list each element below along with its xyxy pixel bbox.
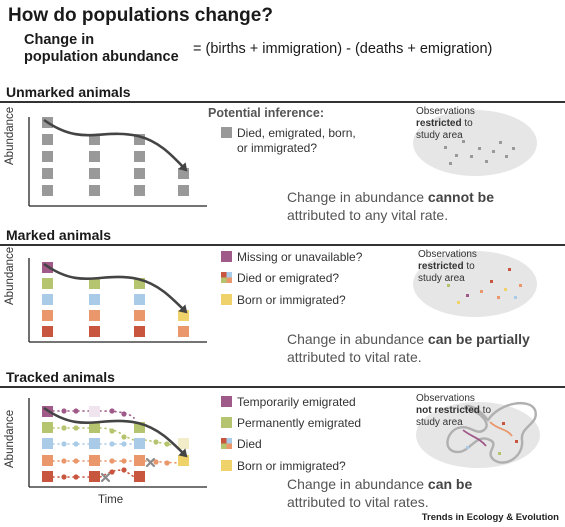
unmarked-obs-label: Observations restricted to study area: [416, 106, 475, 142]
marked-squares: [42, 262, 189, 337]
tracked-obs-line2: not restricted to: [416, 405, 491, 417]
marked-obs-bold: restricted: [418, 261, 464, 272]
marked-obs-line3: study area: [418, 273, 465, 284]
tracked-legend-label-born: Born or immigrated?: [237, 459, 346, 473]
unmarked-obs-line1: Observations: [416, 106, 475, 117]
tracked-change-pre: Change in abundance: [287, 476, 428, 492]
equation-right: = (births + immigration) - (deaths + emi…: [193, 41, 493, 57]
tracked-chart: [28, 398, 207, 488]
tracked-x-label: Time: [98, 494, 124, 506]
tracked-legend-label-temporary: Temporarily emigrated: [237, 395, 356, 409]
tracked-legend-label-died: Died: [237, 437, 262, 451]
unmarked-obs-line3: study area: [416, 130, 463, 141]
marked-legend-label-died: Died or emigrated?: [237, 271, 340, 285]
unmarked-legend-label: Died, emigrated, born, or immigrated?: [237, 126, 356, 155]
unmarked-change-line1: Change in abundance cannot be: [287, 188, 494, 206]
unmarked-study-area: [413, 110, 537, 176]
tracked-legend-swatch-permanent: [221, 417, 232, 428]
unmarked-squares: [42, 117, 189, 196]
marked-legend-swatch-died: [221, 272, 232, 283]
tracked-change-text: Change in abundance can be attributed to…: [287, 475, 472, 511]
tracked-legend-swatch-born: [221, 460, 232, 471]
tracked-obs-line1: Observations: [416, 393, 475, 404]
unmarked-ellipse: [413, 110, 537, 176]
equation-left-line1: Change in: [24, 32, 95, 48]
marked-change-pre: Change in abundance: [287, 331, 428, 347]
section-divider-marked: [0, 244, 565, 246]
section-title-marked: Marked animals: [6, 227, 112, 243]
unmarked-change-text: Change in abundance cannot be attributed…: [287, 188, 494, 224]
unmarked-change-pre: Change in abundance: [287, 189, 428, 205]
marked-legend-swatch-missing: [221, 251, 232, 262]
marked-legend-label-born: Born or immigrated?: [237, 293, 346, 307]
tracked-y-label: Abundance: [4, 409, 16, 468]
marked-obs-line1: Observations: [418, 249, 477, 260]
marked-legend-swatch-born: [221, 294, 232, 305]
marked-legend-label-missing: Missing or unavailable?: [237, 250, 363, 264]
tracked-obs-mid: to: [479, 405, 492, 416]
marked-ellipse: [413, 251, 537, 317]
unmarked-y-label: Abundance: [4, 106, 16, 165]
marked-change-bold: can be partially: [427, 331, 530, 347]
marked-obs-mid: to: [463, 261, 475, 272]
tracked-legend-label-permanent: Permanently emigrated: [237, 416, 362, 430]
unmarked-trend-arrow: [43, 118, 188, 172]
tracked-movement-path: [446, 402, 537, 464]
tracked-obs-label: Observations not restricted to study are…: [416, 393, 491, 429]
tracked-legend-swatch-temporary: [221, 396, 232, 407]
section-divider-unmarked: [0, 101, 565, 103]
page-title: How do populations change?: [8, 5, 273, 26]
inference-heading: Potential inference:: [208, 106, 324, 120]
marked-obs-label: Observations restricted to study area: [418, 249, 477, 285]
marked-study-area: [413, 251, 537, 317]
marked-change-line1: Change in abundance can be partially: [287, 330, 530, 348]
marked-trend-arrow: [43, 262, 188, 314]
tracked-legend-swatch-died: [221, 438, 232, 449]
tracked-death-crosses: [100, 457, 156, 483]
marked-obs-line2: restricted to: [418, 261, 477, 273]
tracked-study-area: [416, 402, 540, 468]
unmarked-legend-swatch: [221, 127, 232, 138]
marked-change-text: Change in abundance can be partially att…: [287, 330, 530, 366]
equation-left-line2: population abundance: [24, 49, 179, 65]
tracked-change-bold: can be: [427, 476, 473, 492]
section-title-tracked: Tracked animals: [6, 369, 115, 385]
section-divider-tracked: [0, 386, 565, 388]
unmarked-obs-line2: restricted to: [416, 118, 475, 130]
tracked-ellipse: [416, 402, 540, 468]
marked-change-line2: attributed to vital rate.: [287, 349, 422, 365]
marked-y-label: Abundance: [4, 246, 16, 305]
tracked-dots: [61, 408, 170, 480]
unmarked-change-bold: cannot be: [427, 189, 495, 205]
unmarked-change-line2: attributed to any vital rate.: [287, 207, 449, 223]
section-title-unmarked: Unmarked animals: [6, 84, 131, 100]
tracked-obs-bold: not restricted: [416, 405, 480, 416]
tracked-trend-arrow: [43, 406, 188, 458]
unmarked-chart: [28, 117, 207, 207]
journal-credit: Trends in Ecology & Evolution: [421, 512, 559, 523]
unmarked-obs-bold: restricted: [416, 118, 462, 129]
tracked-obs-line3: study area: [416, 417, 463, 428]
tracked-change-line1: Change in abundance can be: [287, 475, 472, 493]
marked-chart: [28, 258, 207, 343]
tracked-change-line2: attributed to vital rates.: [287, 494, 429, 510]
unmarked-obs-mid: to: [461, 118, 473, 129]
equation-left: Change in population abundance: [24, 32, 179, 66]
